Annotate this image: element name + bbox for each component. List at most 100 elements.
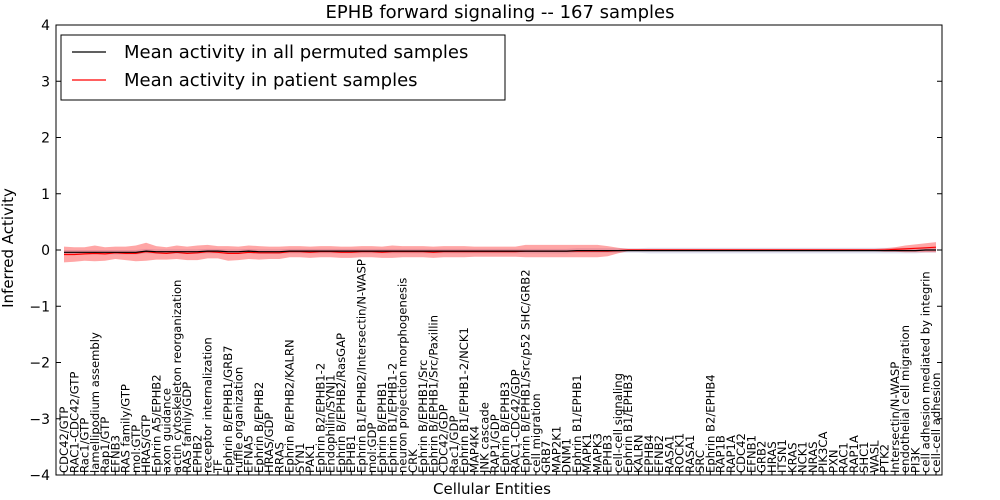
category-label: HRAS xyxy=(765,441,779,473)
y-tick-label: 1 xyxy=(41,187,50,203)
category-label: PTK2 xyxy=(878,444,892,473)
category-label: CDC42 xyxy=(734,433,748,473)
category-label: lamellipodium assembly xyxy=(88,332,102,473)
category-label: RAP1A xyxy=(847,435,861,473)
category-label: TF xyxy=(211,459,225,474)
category-label: Ephrin B/EPHB2/RasGAP xyxy=(334,333,348,473)
x-axis-label: Cellular Entities xyxy=(433,480,551,498)
y-tick-label: 2 xyxy=(41,131,50,147)
chart-title: EPHB forward signaling -- 167 samples xyxy=(326,2,675,23)
category-label: Ephrin B/EPHB1/GRB7 xyxy=(221,345,235,473)
category-label: ITSN1 xyxy=(775,439,789,473)
category-label: HRAS/GDP xyxy=(262,413,276,473)
category-label: CDC42/GDP xyxy=(437,404,451,473)
legend: Mean activity in all permuted samples Me… xyxy=(60,34,506,101)
category-label: actin cytoskeleton reorganization xyxy=(170,280,184,473)
category-label: cell-cell signaling xyxy=(611,373,625,473)
category-label: Intersectin/N-WASP xyxy=(888,362,902,473)
category-label: Ephrin B2/EPHB1-2 xyxy=(313,363,327,473)
category-labels: CDC42/GTPRAC1-CDC42/GTPRac1/GTPlamellipo… xyxy=(57,259,943,475)
category-label: JNK cascade xyxy=(478,402,492,474)
category-label: SRC xyxy=(693,450,707,473)
category-label: Ephrin B/EPHB1/Src/p52 SHC/GRB2 xyxy=(519,269,533,473)
category-label: Rac1/GTP xyxy=(78,418,92,473)
plot-frame xyxy=(55,24,943,476)
category-label: endothelial cell migration xyxy=(898,325,912,473)
line-permuted-mean xyxy=(64,249,936,253)
category-label: RAP1A xyxy=(724,435,738,473)
category-label: RASA1 xyxy=(683,435,697,473)
y-axis: −4 −3 −2 −1 0 1 2 3 4 xyxy=(29,18,942,484)
category-label: DNM1 xyxy=(560,438,574,473)
category-label: RRAS xyxy=(272,442,286,473)
category-label: cell adhesion mediated by integrin xyxy=(919,271,933,473)
category-label: SHC1 xyxy=(857,441,871,473)
category-label: Ephrin B1/EPHB1-2 xyxy=(385,363,399,473)
category-label: RAS family/GDP xyxy=(180,382,194,473)
category-label: NRAS xyxy=(806,441,820,473)
category-label: PIK3CA xyxy=(816,432,830,473)
category-label: receptor internalization xyxy=(201,337,215,473)
y-tick-label: −2 xyxy=(29,356,50,372)
category-label: EPHB2 xyxy=(190,435,204,473)
category-label: Endophilin/SYNJ1 xyxy=(324,374,338,473)
category-label: RAC1-CDC42/GDP xyxy=(508,369,522,473)
category-label: MAPK3 xyxy=(590,433,604,473)
category-label: EFNA5 xyxy=(242,435,256,473)
y-tick-label: 4 xyxy=(41,18,50,34)
category-label: ROCK1 xyxy=(673,433,687,473)
category-label: MAPK1 xyxy=(580,433,594,473)
category-label: RAC1 xyxy=(837,442,851,473)
category-label: Ephrin A5/EPHB2 xyxy=(149,374,163,473)
category-label: Ephrin B2/EPHB4 xyxy=(703,374,717,473)
category-label: KRAS xyxy=(785,443,799,473)
legend-label-permuted: Mean activity in all permuted samples xyxy=(124,42,468,63)
y-axis-label: Inferred Activity xyxy=(0,188,17,308)
category-label: Ephrin B1/EPHB2/Intersectin/N-WASP xyxy=(355,259,369,473)
category-label: Ephrin B1/EPHB3 xyxy=(621,374,635,473)
category-label: EFNB2 xyxy=(652,435,666,473)
legend-box xyxy=(60,34,506,101)
category-label: EFNB1 xyxy=(744,435,758,473)
category-label: neuron projection morphogenesis xyxy=(396,278,410,473)
category-label: Ephrin B1/EPHB1-2/NCK1 xyxy=(457,327,471,473)
category-label: PAK1 xyxy=(303,444,317,473)
category-label: RAP1/GDP xyxy=(488,414,502,473)
category-label: MAP4K4 xyxy=(467,426,481,473)
category-label: SYN1 xyxy=(293,443,307,474)
category-label: mol:GDP xyxy=(365,423,379,473)
category-label: EPHB4 xyxy=(642,435,656,473)
legend-label-patient: Mean activity in patient samples xyxy=(124,70,418,91)
category-label: Ephrin B1/EPHB1 xyxy=(570,374,584,473)
category-label: RAS family/GTP xyxy=(119,384,133,473)
category-label: RAC1-CDC42/GTP xyxy=(67,372,81,473)
y-tick-label: 3 xyxy=(41,74,50,90)
y-tick-label: −1 xyxy=(29,299,50,315)
category-label: axon guidance xyxy=(160,388,174,473)
category-label: PXN xyxy=(826,449,840,473)
category-label: NCK1 xyxy=(796,441,810,473)
category-label: cell migration xyxy=(529,393,543,473)
category-label: CDC42/GTP xyxy=(57,407,71,473)
category-label: Ephrin B/EPHB1/Src xyxy=(416,360,430,473)
category-label: ruffle organization xyxy=(231,367,245,473)
category-label: EFNB3 xyxy=(108,435,122,473)
y-tick-label: −4 xyxy=(29,468,50,484)
category-label: cell-cell adhesion xyxy=(929,373,943,473)
category-label: Ephrin B/EPHB1 xyxy=(375,382,389,473)
category-label: WASL xyxy=(867,440,881,473)
category-label: KALRN xyxy=(631,434,645,473)
category-label: Rac1/GDP xyxy=(447,416,461,473)
category-label: HRAS/GTP xyxy=(139,415,153,473)
category-label: RASA1 xyxy=(662,435,676,473)
y-tick-label: 0 xyxy=(41,243,50,259)
category-label: GRB2 xyxy=(755,441,769,473)
category-label: CRK xyxy=(406,449,420,473)
category-label: mol:GTP xyxy=(129,425,143,473)
category-label: EPHB3 xyxy=(601,435,615,473)
category-label: EPHB1 xyxy=(344,435,358,473)
category-label: Ephrin B/EPHB2/KALRN xyxy=(283,339,297,473)
category-label: GRB7 xyxy=(539,441,553,473)
series-lines xyxy=(64,246,937,256)
